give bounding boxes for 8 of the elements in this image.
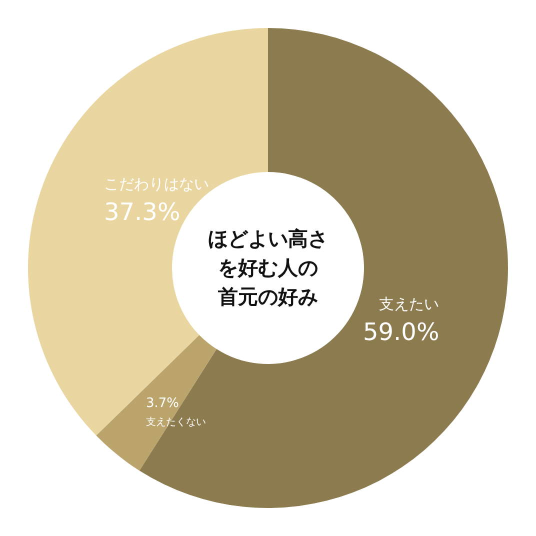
data-label: 37.3%	[104, 198, 180, 226]
slice-label: 支えたい	[379, 295, 439, 313]
chart-title: ほどよい高さを好む人の首元の好み	[208, 226, 328, 308]
slice-label: こだわりはない	[104, 175, 209, 193]
slice-label: 支えたくない	[146, 416, 206, 428]
donut-slice	[96, 335, 217, 471]
data-label: 59.0%	[363, 318, 440, 346]
data-label: 3.7%	[146, 396, 180, 411]
